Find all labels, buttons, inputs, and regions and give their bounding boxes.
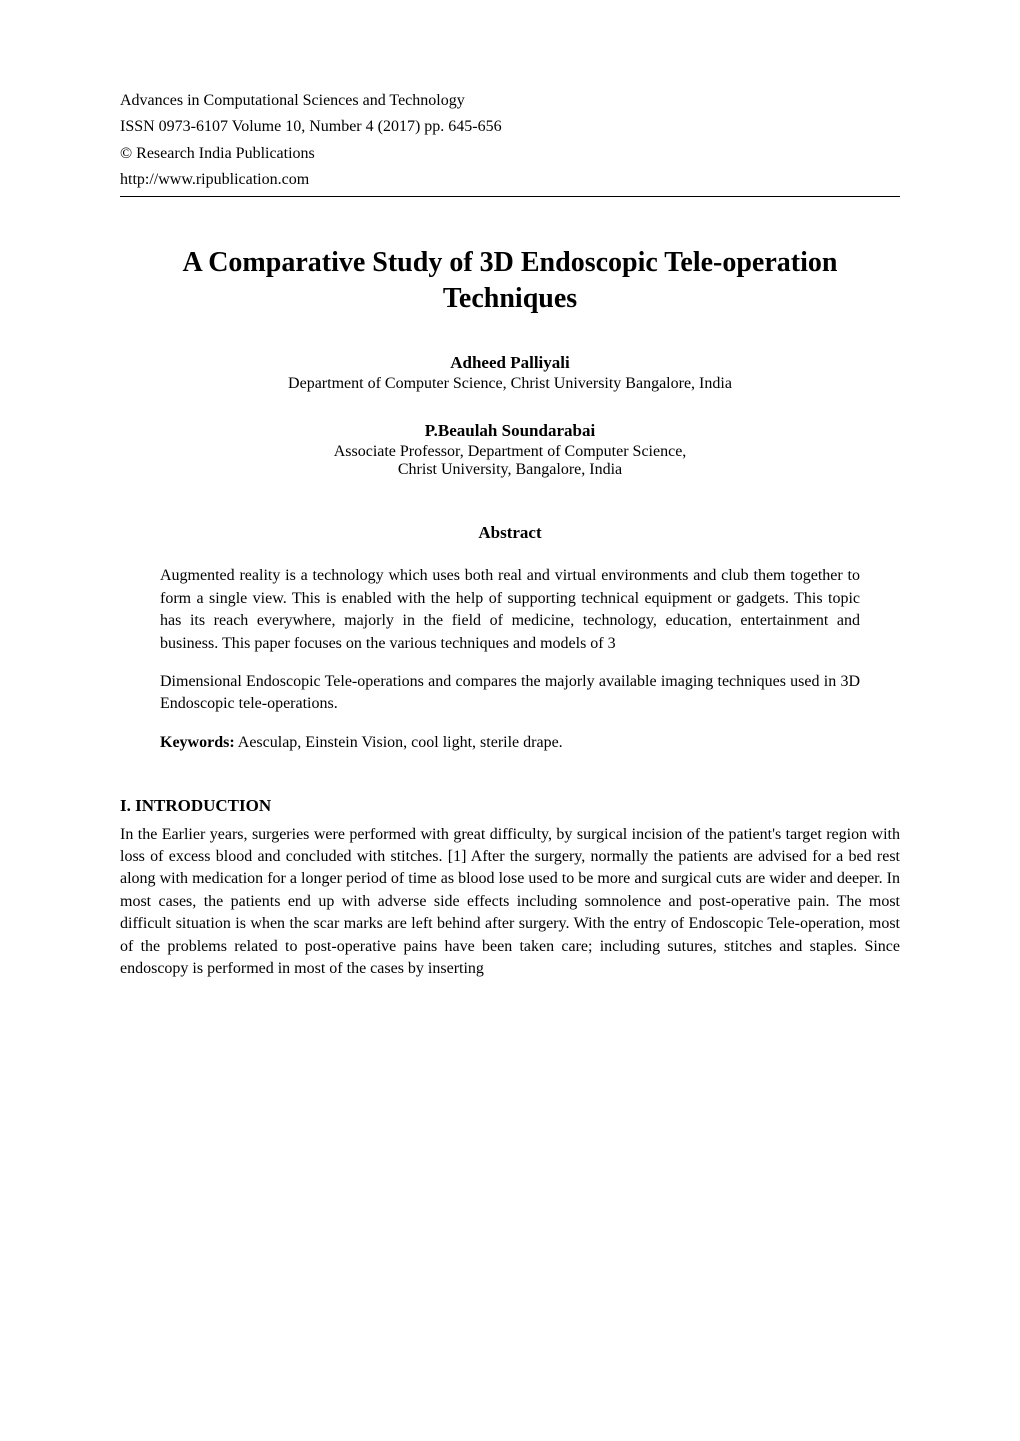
header-divider <box>120 196 900 197</box>
author-block-1: Adheed Palliyali Department of Computer … <box>120 353 900 393</box>
section-heading-introduction: I. INTRODUCTION <box>120 796 900 816</box>
issn-line: ISSN 0973-6107 Volume 10, Number 4 (2017… <box>120 116 900 138</box>
keywords-text: Aesculap, Einstein Vision, cool light, s… <box>235 734 563 751</box>
author-affiliation-2b: Christ University, Bangalore, India <box>120 461 900 479</box>
author-name-2: P.Beaulah Soundarabai <box>120 421 900 441</box>
author-block-2: P.Beaulah Soundarabai Associate Professo… <box>120 421 900 479</box>
author-affiliation-1: Department of Computer Science, Christ U… <box>120 375 900 393</box>
keywords-label: Keywords: <box>160 734 235 751</box>
publisher-url: http://www.ripublication.com <box>120 169 900 191</box>
journal-name: Advances in Computational Sciences and T… <box>120 90 900 112</box>
publisher-line: © Research India Publications <box>120 143 900 165</box>
author-name-1: Adheed Palliyali <box>120 353 900 373</box>
abstract-paragraph-1: Augmented reality is a technology which … <box>160 565 860 655</box>
keywords-line: Keywords: Aesculap, Einstein Vision, coo… <box>160 734 860 752</box>
abstract-paragraph-2: Dimensional Endoscopic Tele-operations a… <box>160 671 860 716</box>
paper-title: A Comparative Study of 3D Endoscopic Tel… <box>120 245 900 318</box>
introduction-paragraph: In the Earlier years, surgeries were per… <box>120 824 900 981</box>
author-affiliation-2a: Associate Professor, Department of Compu… <box>120 443 900 461</box>
abstract-heading: Abstract <box>120 523 900 543</box>
